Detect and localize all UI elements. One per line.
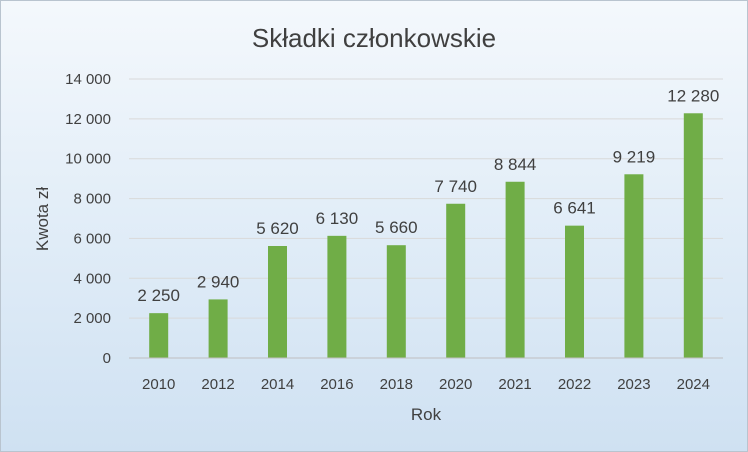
bar bbox=[683, 113, 703, 358]
bar bbox=[505, 181, 525, 358]
data-label: 2 250 bbox=[137, 286, 180, 305]
y-axis-title: Kwota zł bbox=[33, 187, 52, 251]
bar bbox=[149, 313, 169, 358]
y-tick-label: 0 bbox=[103, 350, 111, 367]
y-tick-label: 14 000 bbox=[65, 71, 111, 88]
bar bbox=[446, 203, 466, 358]
x-axis-ticks: 2010 2012 2014 2016 2018 2020 2021 2022 2023 2024 bbox=[142, 376, 710, 393]
x-tick-label: 2021 bbox=[498, 376, 531, 393]
data-label: 8 844 bbox=[494, 155, 537, 174]
y-tick-label: 2 000 bbox=[73, 310, 111, 327]
data-labels: 2 250 2 940 5 620 6 130 5 660 7 740 8 844 6 641… bbox=[137, 86, 719, 305]
data-label: 2 940 bbox=[197, 272, 240, 291]
y-tick-label: 12 000 bbox=[65, 111, 111, 128]
data-label: 6 130 bbox=[316, 209, 359, 228]
gridlines bbox=[129, 78, 723, 319]
x-tick-label: 2023 bbox=[617, 376, 650, 393]
data-label: 7 740 bbox=[434, 177, 477, 196]
bar bbox=[386, 245, 406, 358]
bars bbox=[149, 113, 703, 358]
x-tick-label: 2020 bbox=[439, 376, 472, 393]
data-label: 9 219 bbox=[613, 147, 656, 166]
x-tick-label: 2016 bbox=[320, 376, 353, 393]
bar bbox=[327, 235, 347, 358]
y-tick-label: 10 000 bbox=[65, 151, 111, 168]
bar bbox=[208, 299, 228, 358]
x-tick-label: 2014 bbox=[261, 376, 294, 393]
x-axis-title: Rok bbox=[411, 405, 442, 424]
data-label: 6 641 bbox=[553, 199, 596, 218]
chart-title: Składki członkowskie bbox=[252, 23, 496, 53]
data-label: 5 620 bbox=[256, 219, 299, 238]
data-label: 12 280 bbox=[667, 86, 719, 105]
data-label: 5 660 bbox=[375, 218, 418, 237]
y-tick-label: 8 000 bbox=[73, 191, 111, 208]
bar bbox=[624, 174, 644, 358]
x-tick-label: 2018 bbox=[380, 376, 413, 393]
x-tick-label: 2010 bbox=[142, 376, 175, 393]
x-tick-label: 2012 bbox=[201, 376, 234, 393]
bar bbox=[565, 225, 584, 358]
x-tick-label: 2022 bbox=[558, 376, 591, 393]
y-axis-ticks: 0 2 000 4 000 6 000 8 000 10 000 12 000 14 000 bbox=[65, 71, 111, 367]
y-tick-label: 6 000 bbox=[73, 230, 111, 247]
y-tick-label: 4 000 bbox=[73, 270, 111, 287]
bar bbox=[268, 246, 287, 358]
x-tick-label: 2024 bbox=[677, 376, 710, 393]
